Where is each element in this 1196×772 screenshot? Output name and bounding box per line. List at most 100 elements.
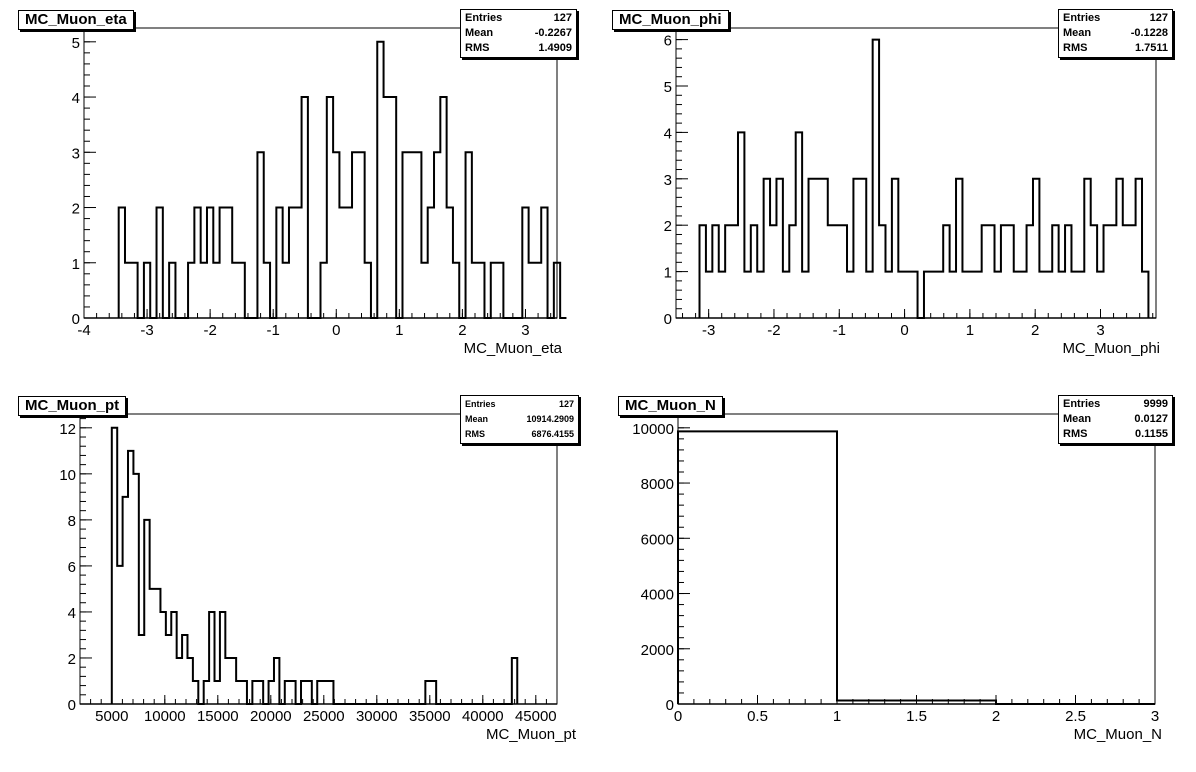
histogram-bin — [815, 179, 821, 318]
x-tick-label: -3 — [702, 322, 715, 339]
y-tick-label: 0 — [666, 697, 674, 714]
histogram-bin — [283, 263, 289, 318]
histogram-bin — [1014, 272, 1020, 318]
x-tick-label: -2 — [767, 322, 780, 339]
histogram-bin — [535, 263, 541, 318]
histogram-outline — [110, 426, 519, 705]
stats-box: Entries 127 Mean 10914.2909 RMS 6876.4155 — [460, 395, 579, 444]
stats-box: Entries 127 Mean -0.1228 RMS 1.7511 — [1058, 9, 1173, 58]
histogram-bin — [898, 272, 904, 318]
histogram-pad-n: 0 0.5 1 1.5 2 2.5 3 0 2000 4000 6000 8000 10000 MC_M… — [598, 386, 1196, 772]
x-tick-label: 15000 — [197, 708, 239, 725]
histogram-bin — [166, 635, 171, 704]
x-tick-label: 0 — [900, 322, 908, 339]
y-tick-label: 2 — [68, 651, 76, 668]
stats-rms-value: 1.7511 — [1134, 42, 1168, 54]
histogram-bin — [706, 272, 712, 318]
histogram-bin — [678, 431, 837, 704]
x-tick-label: 0 — [332, 322, 340, 339]
histogram-bin — [885, 272, 891, 318]
stats-box: Entries 127 Mean -0.2267 RMS 1.4909 — [460, 9, 577, 58]
x-tick-label: 40000 — [462, 708, 504, 725]
histogram-bin — [1046, 272, 1052, 318]
x-tick-label: -4 — [77, 322, 90, 339]
histogram-bin — [384, 97, 390, 318]
histogram-bin — [834, 225, 840, 318]
y-tick-label: 1 — [72, 256, 80, 273]
stats-entries-value: 9999 — [1143, 398, 1168, 410]
x-axis-title: MC_Muon_N — [1073, 726, 1162, 743]
histogram-bin — [215, 681, 220, 704]
x-tick-label: 1 — [966, 322, 974, 339]
x-tick-label: 0.5 — [747, 708, 768, 725]
histogram-bin — [732, 225, 738, 318]
x-axis-title: MC_Muon_pt — [485, 726, 576, 743]
histogram-bin — [866, 272, 872, 318]
histogram-bin — [930, 272, 936, 318]
histogram-bin — [847, 272, 853, 318]
histogram-pad-phi: -3 -2 -1 0 1 2 3 0 1 2 3 4 5 6 MC_Muon_phi Entries 127… — [598, 0, 1196, 386]
y-tick-label: 0 — [68, 697, 76, 714]
histogram-bin — [770, 225, 776, 318]
stats-mean-value: -0.2267 — [534, 27, 572, 39]
histogram-plot-pt: 5000 10000 15000 20000 25000 30000 35000 40000 4… — [59, 413, 558, 725]
histogram-title: MC_Muon_N — [618, 396, 723, 416]
x-tick-label: -1 — [833, 322, 846, 339]
histogram-bin — [409, 152, 415, 318]
histogram-bin — [323, 681, 328, 704]
y-tick-label: 4 — [72, 90, 80, 107]
y-tick-label: 6000 — [641, 531, 674, 548]
x-tick-label: 0 — [674, 708, 682, 725]
stats-rms-label: RMS — [1063, 42, 1088, 54]
histogram-bin — [472, 263, 478, 318]
histogram-bin — [117, 566, 122, 704]
y-tick-label: 4 — [664, 125, 672, 142]
histogram-bin — [1129, 225, 1135, 318]
stats-mean-label: Mean — [465, 414, 489, 424]
y-tick-label: 5 — [72, 35, 80, 52]
stats-rms-value: 6876.4155 — [531, 429, 574, 439]
x-tick-label: -2 — [203, 322, 216, 339]
histogram-pad-eta: -4 -3 -2 -1 0 1 2 3 0 1 2 3 4 5 MC_Muon_eta Entries 12… — [0, 0, 598, 386]
stats-entries-label: Entries — [1063, 398, 1101, 410]
histogram-bin — [719, 272, 725, 318]
stats-entries-label: Entries — [1063, 12, 1101, 24]
x-axis-title: MC_Muon_eta — [463, 340, 562, 357]
x-tick-label: 20000 — [250, 708, 292, 725]
y-tick-label: 1 — [664, 265, 672, 282]
histogram-bin — [225, 658, 230, 704]
histogram-outline — [698, 38, 1150, 319]
histogram-bin — [1039, 272, 1045, 318]
histogram-bin — [905, 272, 911, 318]
x-tick-label: 2.5 — [1065, 708, 1086, 725]
stats-entries-label: Entries — [465, 12, 503, 24]
histogram-plot-phi: -3 -2 -1 0 1 2 3 0 1 2 3 4 5 6 — [664, 27, 1157, 339]
stats-rms-label: RMS — [465, 42, 490, 54]
stats-rms-value: 1.4909 — [538, 42, 572, 54]
histogram-bins — [112, 428, 517, 704]
x-tick-label: 30000 — [356, 708, 398, 725]
histogram-bin — [529, 263, 535, 318]
histogram-outline — [677, 430, 1155, 705]
y-tick-label: 5 — [664, 79, 672, 96]
histogram-pad-pt: 5000 10000 15000 20000 25000 30000 35000 40000 4… — [0, 386, 598, 772]
histogram-bin — [783, 272, 789, 318]
x-tick-label: 1 — [395, 322, 403, 339]
stats-entries-value: 127 — [558, 399, 574, 409]
histogram-bin — [1020, 272, 1026, 318]
histogram-plot-eta: -4 -3 -2 -1 0 1 2 3 0 1 2 3 4 5 — [72, 27, 567, 339]
x-tick-label: 45000 — [515, 708, 557, 725]
x-axis-title: MC_Muon_phi — [1062, 340, 1160, 357]
stats-mean-label: Mean — [1063, 27, 1092, 39]
histogram-bin — [213, 263, 219, 318]
histogram-bin — [339, 208, 345, 318]
y-tick-label: 6 — [664, 33, 672, 50]
stats-mean-value: 0.0127 — [1134, 413, 1168, 425]
histogram-bin — [962, 272, 968, 318]
histogram-bin — [236, 681, 241, 704]
x-tick-label: 10000 — [144, 708, 186, 725]
x-tick-label: 35000 — [409, 708, 451, 725]
x-tick-label: -3 — [140, 322, 153, 339]
y-tick-label: 3 — [72, 145, 80, 162]
stats-mean-label: Mean — [1063, 413, 1092, 425]
